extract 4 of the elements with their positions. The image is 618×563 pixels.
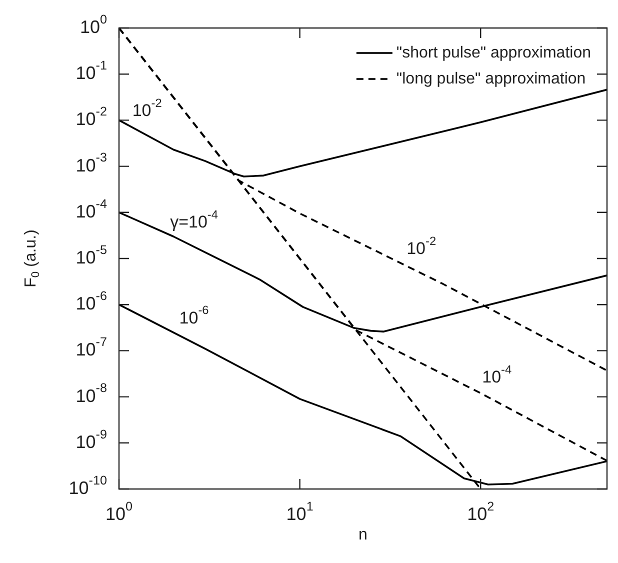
- legend-label: "long pulse" approximation: [396, 70, 586, 88]
- y-axis-title: F0 (a.u.): [22, 230, 42, 288]
- x-axis-title: n: [358, 526, 368, 544]
- legend-label: "short pulse" approximation: [396, 44, 592, 62]
